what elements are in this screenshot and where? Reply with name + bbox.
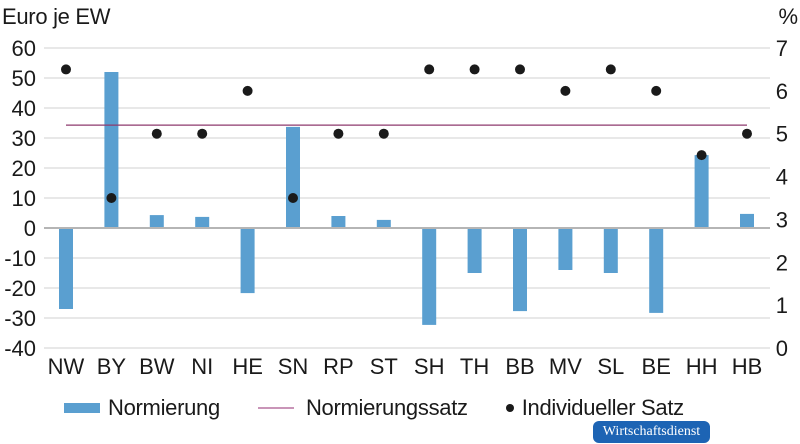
y-tick-right: 0 xyxy=(776,336,788,361)
x-tick-label: BW xyxy=(139,354,175,379)
dot-RP xyxy=(333,128,344,139)
bar-TH xyxy=(467,228,482,273)
bar-HE xyxy=(240,228,255,294)
x-tick-label: HB xyxy=(732,354,763,379)
dot-TH xyxy=(469,64,480,75)
x-tick-label: NI xyxy=(191,354,213,379)
dot-MV xyxy=(560,85,571,96)
x-tick-label: SH xyxy=(414,354,445,379)
y-tick-right: 2 xyxy=(776,250,788,275)
y-tick-left: 50 xyxy=(12,66,36,91)
bar-SL xyxy=(603,228,618,273)
legend-label: Normierung xyxy=(108,395,220,420)
bar-HH xyxy=(694,155,709,228)
y-tick-left: 10 xyxy=(12,186,36,211)
dot-SL xyxy=(605,64,616,75)
x-tick-label: HH xyxy=(686,354,718,379)
x-tick-label: ST xyxy=(370,354,398,379)
y-tick-left: 30 xyxy=(12,126,36,151)
legend-item-normierungssatz: Normierungssatz xyxy=(257,395,468,421)
chart-legend: Normierung Normierungssatz Individueller… xyxy=(64,395,722,421)
y-tick-right: 7 xyxy=(776,36,788,61)
dot-NW xyxy=(61,64,71,75)
y-tick-right: 1 xyxy=(776,293,788,318)
y-tick-left: 20 xyxy=(12,156,36,181)
bar-swatch-icon xyxy=(64,403,100,413)
y-tick-left: 0 xyxy=(24,216,36,241)
dot-HB xyxy=(742,128,752,139)
dot-BE xyxy=(651,85,662,96)
x-tick-label: SL xyxy=(597,354,624,379)
y-tick-right: 6 xyxy=(776,79,788,104)
x-tick-label: TH xyxy=(460,354,489,379)
bar-ST xyxy=(376,219,391,228)
y-tick-left: -30 xyxy=(4,306,36,331)
dot-ST xyxy=(378,128,389,139)
legend-label: Individueller Satz xyxy=(521,395,684,420)
y-tick-left: 40 xyxy=(12,96,36,121)
y-axis-right-title: % xyxy=(778,4,798,29)
bar-SH xyxy=(422,228,437,325)
dot-HE xyxy=(242,85,253,96)
dot-SN xyxy=(288,193,298,203)
bar-BW xyxy=(149,215,164,228)
x-tick-label: HE xyxy=(232,354,263,379)
y-tick-left: -20 xyxy=(4,276,36,301)
bar-BB xyxy=(513,228,527,312)
bar-BY xyxy=(104,72,119,228)
x-tick-label: BE xyxy=(642,354,671,379)
x-tick-label: SN xyxy=(278,354,309,379)
publisher-badge: Wirtschaftsdienst xyxy=(593,421,710,443)
x-tick-label: BY xyxy=(97,354,127,379)
y-axis-left-title: Euro je EW xyxy=(2,4,111,29)
dot-SH xyxy=(424,64,435,75)
x-tick-label: RP xyxy=(323,354,354,379)
legend-item-normierung: Normierung xyxy=(64,395,220,421)
y-tick-right: 4 xyxy=(776,165,788,190)
bar-NI xyxy=(195,216,210,228)
y-tick-right: 5 xyxy=(776,122,788,147)
dot-HH xyxy=(696,150,707,161)
bar-HB xyxy=(740,213,754,228)
bar-NW xyxy=(59,228,73,309)
dot-BY xyxy=(106,193,117,203)
y-tick-left: 60 xyxy=(12,36,36,61)
x-tick-label: BB xyxy=(505,354,534,379)
legend-label: Normierungssatz xyxy=(305,395,468,420)
bar-RP xyxy=(331,216,346,228)
dot-swatch-icon xyxy=(505,404,514,412)
x-tick-label: MV xyxy=(549,354,582,379)
dot-BB xyxy=(515,64,525,75)
dot-NI xyxy=(197,128,208,139)
bar-MV xyxy=(558,228,573,270)
y-tick-left: -10 xyxy=(4,246,36,271)
bar-BE xyxy=(649,228,664,313)
x-tick-label: NW xyxy=(48,354,85,379)
line-swatch-icon xyxy=(257,407,294,409)
bar-SN xyxy=(286,126,300,228)
y-tick-right: 3 xyxy=(776,207,788,232)
legend-item-individueller-satz: Individueller Satz xyxy=(505,395,684,421)
y-tick-left: -40 xyxy=(4,336,36,361)
dot-BW xyxy=(151,128,162,139)
